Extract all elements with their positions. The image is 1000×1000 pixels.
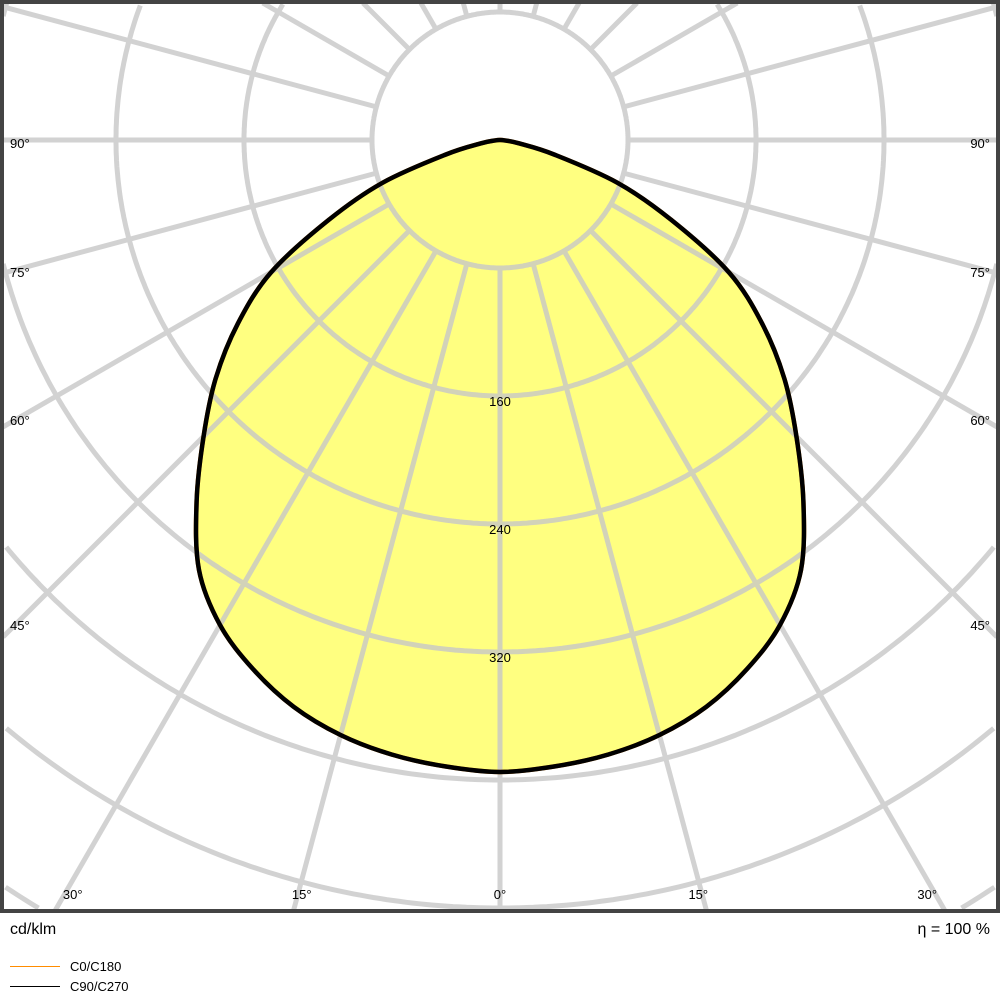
legend-item-c0: C0/C180 — [10, 956, 129, 976]
unit-label: cd/klm — [10, 921, 57, 938]
angle-label-bottom: 15° — [688, 887, 708, 902]
grid-spoke — [622, 4, 998, 110]
grid-ring — [4, 545, 996, 783]
grid-spoke — [588, 1, 639, 52]
grid-spoke — [53, 249, 439, 912]
grid-spoke — [2, 4, 378, 110]
grid-spoke — [609, 0, 739, 79]
grid-ring — [4, 726, 996, 911]
angle-label-left: 90° — [10, 136, 30, 151]
legend: C0/C180 C90/C270 — [10, 956, 129, 996]
angle-label-right: 45° — [970, 618, 990, 633]
polar-diagram: 160 240 320 90° 90° 75° 75° 60° 60° 45° 45° 30° 15° 0… — [0, 0, 1000, 913]
grid-spoke — [530, 262, 709, 911]
grid-spoke — [418, 1, 439, 31]
grid-spoke — [530, 2, 540, 18]
grid-spoke — [261, 0, 391, 79]
radial-tick-label: 320 — [489, 650, 511, 665]
efficiency-label: η = 100 % — [917, 921, 991, 938]
legend-label: C90/C270 — [70, 978, 129, 994]
radial-tick-label: 160 — [489, 394, 511, 409]
curve-c90-c270 — [193, 137, 807, 775]
angle-label-bottom: 15° — [292, 887, 312, 902]
angle-label-left: 75° — [10, 265, 30, 280]
grid-spoke — [2, 170, 378, 276]
angle-label-bottom: 30° — [63, 887, 83, 902]
legend-swatch — [10, 985, 60, 987]
legend-item-c90: C90/C270 — [10, 976, 129, 996]
angle-label-right: 75° — [970, 265, 990, 280]
grid-ring — [4, 885, 996, 911]
angle-label-right: 60° — [970, 413, 990, 428]
grid-ring — [113, 4, 887, 527]
legend-swatch — [10, 965, 60, 967]
radial-tick-label: 240 — [489, 522, 511, 537]
grid-spoke — [609, 201, 999, 430]
plot-frame — [0, 0, 1000, 913]
angle-label-left: 45° — [10, 618, 30, 633]
angle-label-bottom: 0° — [494, 887, 506, 902]
grid-spoke — [460, 2, 470, 18]
grid-spoke — [291, 262, 470, 911]
grid-spoke — [561, 249, 947, 912]
grid-spoke — [361, 1, 412, 52]
grid-spoke — [1, 201, 391, 430]
angle-label-right: 90° — [970, 136, 990, 151]
angle-label-left: 60° — [10, 413, 30, 428]
legend-label: C0/C180 — [70, 958, 122, 974]
grid-spoke — [561, 1, 582, 31]
grid-spoke — [622, 170, 998, 276]
angle-label-bottom: 30° — [917, 887, 937, 902]
